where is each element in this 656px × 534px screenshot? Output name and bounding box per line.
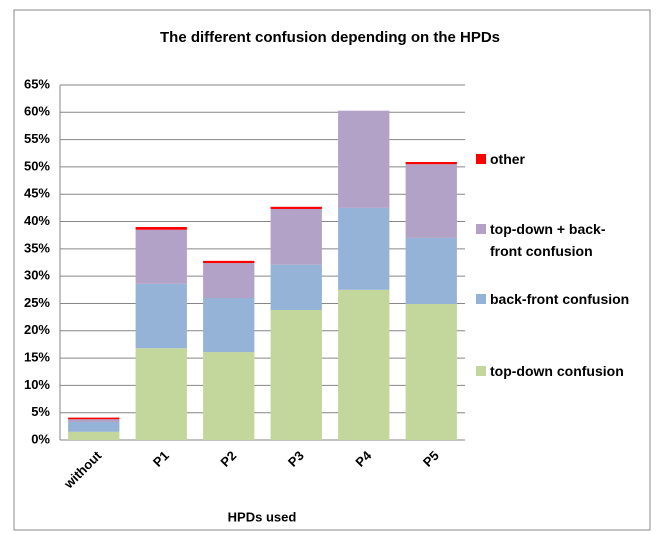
y-tick-label: 5% <box>31 404 50 419</box>
bar-segment <box>135 283 187 349</box>
bar-segment <box>338 110 390 208</box>
bar-segment <box>203 260 255 264</box>
bar-segment <box>270 208 322 265</box>
bar-segment <box>405 164 457 238</box>
x-tick-label: P5 <box>420 448 442 470</box>
bar-segment <box>68 417 120 420</box>
legend-swatch <box>476 224 486 234</box>
bar-segment <box>203 298 255 353</box>
bar-segment <box>338 207 390 290</box>
legend-label: top-down confusion <box>490 363 624 379</box>
bar-segment <box>405 304 457 440</box>
bar-segment <box>68 431 120 440</box>
bar-segment <box>270 206 322 209</box>
bar-segment <box>270 310 322 440</box>
y-tick-label: 25% <box>24 295 50 310</box>
y-tick-label: 20% <box>24 322 50 337</box>
chart-border <box>13 9 651 531</box>
y-tick-label: 10% <box>24 377 50 392</box>
chart-title: The different confusion depending on the… <box>160 29 500 46</box>
x-tick-label: without <box>60 447 104 491</box>
y-tick-label: 35% <box>24 240 50 255</box>
bar-segment <box>135 229 187 284</box>
bar-segment <box>68 421 120 432</box>
bar-segment <box>270 264 322 311</box>
x-tick-label: P1 <box>150 448 172 470</box>
bar-segment <box>405 162 457 165</box>
bar-segment <box>203 352 255 440</box>
y-tick-label: 45% <box>24 186 50 201</box>
x-tick-label: P2 <box>217 448 239 470</box>
legend-label: top-down + back-front confusion <box>490 221 606 259</box>
y-tick-label: 15% <box>24 350 50 365</box>
y-tick-label: 65% <box>24 76 50 91</box>
y-tick-label: 55% <box>24 131 50 146</box>
bar-segment <box>405 237 457 305</box>
y-tick-label: 60% <box>24 104 50 119</box>
bar-segment <box>135 227 187 230</box>
y-tick-label: 30% <box>24 268 50 283</box>
legend-label: other <box>490 151 525 167</box>
bar-segment <box>203 263 255 298</box>
y-tick-label: 40% <box>24 213 50 228</box>
bar-segment <box>135 348 187 440</box>
legend-label: back-front confusion <box>490 291 630 307</box>
bar-segment <box>68 419 120 422</box>
y-tick-label: 50% <box>24 158 50 173</box>
legend-swatch <box>476 294 486 304</box>
legend-swatch <box>476 366 486 376</box>
x-tick-label: P3 <box>285 448 307 470</box>
y-tick-label: 0% <box>31 431 50 446</box>
x-tick-label: P4 <box>352 447 374 469</box>
x-axis-label: HPDs used <box>228 509 297 524</box>
legend-swatch <box>476 154 486 164</box>
bar-segment <box>338 289 390 440</box>
